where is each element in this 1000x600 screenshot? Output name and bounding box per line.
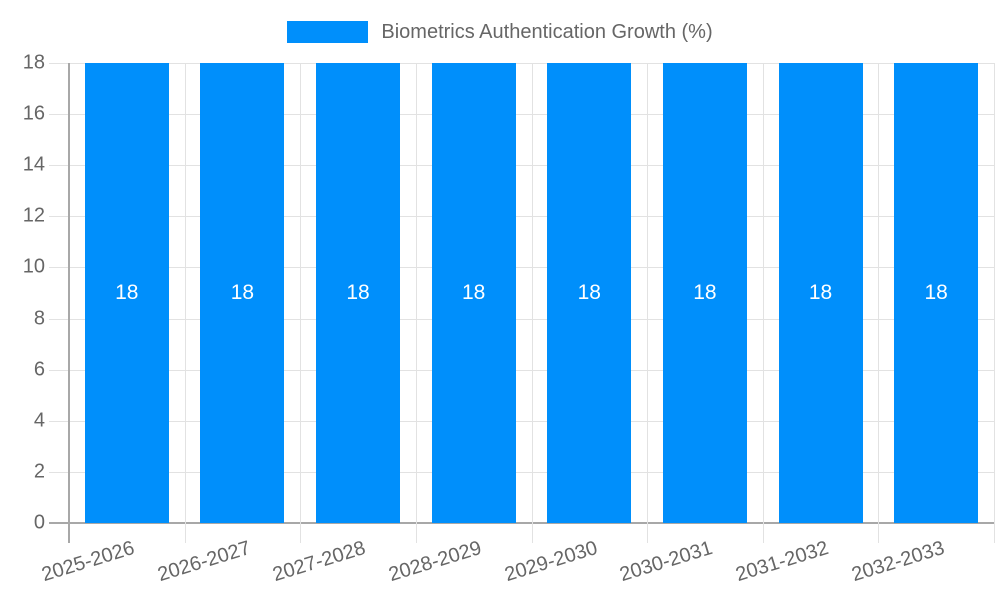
bar[interactable]: 18 [547, 63, 632, 523]
y-gridline [49, 318, 994, 320]
y-axis-tick-label: 4 [33, 409, 45, 432]
y-axis-tick-label: 18 [22, 51, 45, 74]
bar[interactable]: 18 [662, 63, 747, 523]
bar-value-label: 18 [230, 281, 255, 304]
y-axis-tick-label: 16 [22, 102, 45, 125]
plot-area: 0 2 4 6 8 10 12 14 16 18 18 2025-2026 18 2026-2027 18 2… [23, 52, 995, 586]
y-gridline [49, 216, 994, 218]
y-gridline [49, 522, 994, 524]
bar-value-label: 18 [693, 281, 717, 304]
x-axis-tick-label: 2029-2030 [501, 537, 600, 587]
y-gridline [49, 165, 994, 167]
x-gridline [763, 63, 764, 543]
x-axis-tick-label: 2025-2026 [39, 537, 138, 587]
legend[interactable]: Biometrics Authentication Growth (%) [0, 20, 1000, 44]
bar[interactable]: 18 [778, 63, 863, 523]
bar[interactable]: 18 [316, 63, 401, 523]
y-gridline [49, 420, 994, 422]
x-gridline [878, 63, 879, 543]
x-axis-tick-label: 2027-2028 [270, 537, 369, 587]
x-axis-tick-label: 2026-2027 [154, 537, 253, 587]
y-axis-tick-label: 14 [22, 153, 45, 176]
y-gridline [49, 471, 994, 473]
bar-value-label: 18 [808, 281, 833, 304]
y-axis-tick-label: 12 [22, 204, 45, 227]
x-gridline [416, 63, 417, 543]
bar[interactable]: 18 [431, 63, 516, 523]
bar-value-label: 18 [577, 281, 601, 304]
x-gridline [532, 63, 533, 543]
x-axis-tick-label: 2028-2029 [386, 537, 485, 587]
y-gridline [49, 267, 994, 269]
x-gridline [300, 63, 301, 543]
y-axis-tick-label: 6 [33, 358, 45, 381]
y-axis-tick-label: 8 [33, 307, 45, 330]
bar-value-label: 18 [346, 281, 370, 304]
legend-swatch-icon [287, 21, 369, 43]
x-gridline [647, 63, 648, 543]
y-gridline [49, 369, 994, 371]
y-axis-tick-label: 10 [22, 255, 45, 278]
y-gridline [49, 63, 994, 64]
x-gridline [68, 63, 70, 543]
bar-value-label: 18 [462, 281, 486, 304]
x-gridline [994, 63, 995, 543]
y-axis-tick-label: 0 [33, 511, 45, 534]
x-axis-tick-label: 2031-2032 [733, 537, 831, 587]
x-gridline [185, 63, 186, 543]
bar[interactable]: 18 [84, 63, 169, 523]
y-gridline [49, 114, 994, 116]
x-axis-tick-label: 2030-2031 [617, 537, 716, 587]
bar[interactable]: 18 [200, 63, 285, 523]
y-axis-tick-label: 2 [33, 460, 45, 483]
bar-value-label: 18 [924, 281, 948, 304]
x-axis-tick-label: 2032-2033 [848, 537, 947, 587]
bar-value-label: 18 [115, 281, 139, 304]
legend-label: Biometrics Authentication Growth (%) [381, 21, 713, 43]
bar[interactable]: 18 [894, 63, 979, 523]
